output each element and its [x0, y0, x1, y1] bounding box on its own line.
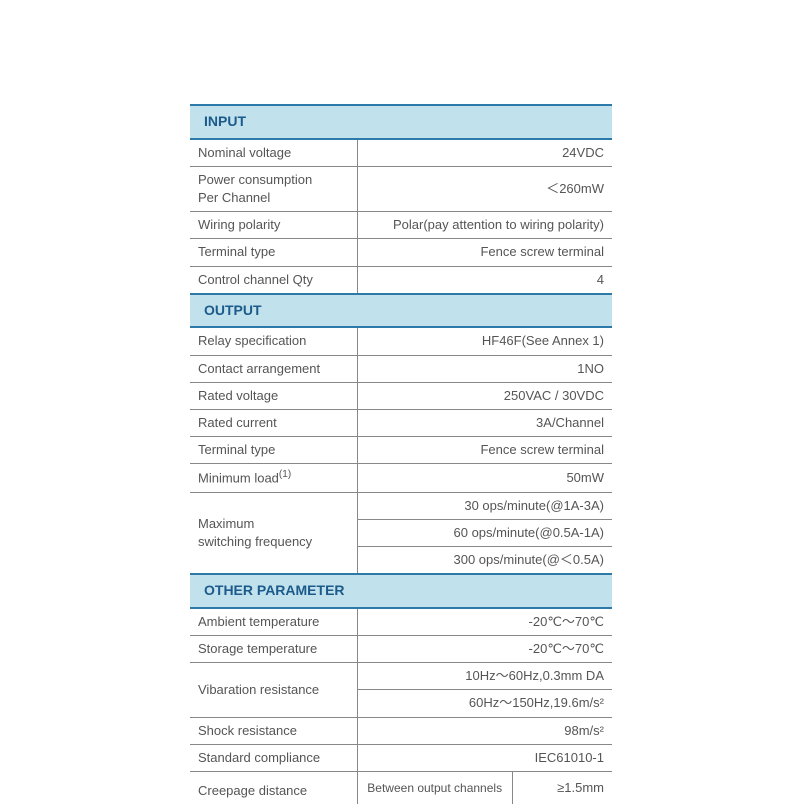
row-value: Fence screw terminal — [357, 239, 612, 266]
section-title: OTHER PARAMETER — [190, 574, 612, 608]
row-value: Fence screw terminal — [357, 437, 612, 464]
row-value: -20℃～70℃ — [357, 608, 612, 636]
row-value: 98m/s² — [357, 717, 612, 744]
row-value: ＜260mW — [357, 166, 612, 211]
row-value: IEC61010-1 — [357, 744, 612, 771]
row-value: -20℃～70℃ — [357, 636, 612, 663]
row-value: 4 — [357, 266, 612, 294]
row-value: 50mW — [357, 464, 612, 493]
row-label: Wiring polarity — [190, 212, 357, 239]
row-label: Vibaration resistance — [190, 663, 357, 717]
table-row: Control channel Qty 4 — [190, 266, 612, 294]
section-header-other: OTHER PARAMETER — [190, 574, 612, 608]
row-label: Creepage distance — [190, 772, 357, 804]
row-label: Standard compliance — [190, 744, 357, 771]
row-label: Rated voltage — [190, 382, 357, 409]
row-value: Polar(pay attention to wiring polarity) — [357, 212, 612, 239]
table-row: Relay specification HF46F(See Annex 1) — [190, 327, 612, 355]
section-header-input: INPUT — [190, 105, 612, 139]
table-row: Wiring polarity Polar(pay attention to w… — [190, 212, 612, 239]
table-row: Vibaration resistance 10Hz～60Hz,0.3mm DA — [190, 663, 612, 690]
row-value: HF46F(See Annex 1) — [357, 327, 612, 355]
table-row: Power consumption Per Channel ＜260mW — [190, 166, 612, 211]
section-title: OUTPUT — [190, 294, 612, 328]
row-value: 24VDC — [357, 139, 612, 167]
table-row: Maximum switching frequency 30 ops/minut… — [190, 492, 612, 519]
row-label: Terminal type — [190, 437, 357, 464]
row-label: Rated current — [190, 409, 357, 436]
table-row: Creepage distance Between output channel… — [190, 772, 612, 804]
row-label: Nominal voltage — [190, 139, 357, 167]
table-row: Ambient temperature -20℃～70℃ — [190, 608, 612, 636]
row-label: Relay specification — [190, 327, 357, 355]
row-label: Control channel Qty — [190, 266, 357, 294]
row-label: Shock resistance — [190, 717, 357, 744]
row-value: 60 ops/minute(@0.5A-1A) — [357, 519, 612, 546]
row-value: 3A/Channel — [357, 409, 612, 436]
row-label: Contact arrangement — [190, 355, 357, 382]
row-label: Minimum load(1) — [190, 464, 357, 493]
table-row: Nominal voltage 24VDC — [190, 139, 612, 167]
row-value: 60Hz～150Hz,19.6m/s² — [357, 690, 612, 717]
row-value: 10Hz～60Hz,0.3mm DA — [357, 663, 612, 690]
row-label: Maximum switching frequency — [190, 492, 357, 574]
row-label: Ambient temperature — [190, 608, 357, 636]
spec-table: INPUT Nominal voltage 24VDC Power consum… — [190, 104, 612, 804]
table-row: Contact arrangement 1NO — [190, 355, 612, 382]
table-row: Terminal type Fence screw terminal — [190, 437, 612, 464]
table-row: Terminal type Fence screw terminal — [190, 239, 612, 266]
row-value: 1NO — [357, 355, 612, 382]
row-value: ≥1.5mm — [512, 772, 612, 804]
row-value: 30 ops/minute(@1A-3A) — [357, 492, 612, 519]
spec-table-container: INPUT Nominal voltage 24VDC Power consum… — [190, 104, 612, 804]
row-value: 300 ops/minute(@＜0.5A) — [357, 547, 612, 575]
row-label: Power consumption Per Channel — [190, 166, 357, 211]
section-title: INPUT — [190, 105, 612, 139]
row-label: Storage temperature — [190, 636, 357, 663]
table-row: Minimum load(1) 50mW — [190, 464, 612, 493]
table-row: Storage temperature -20℃～70℃ — [190, 636, 612, 663]
row-value: 250VAC / 30VDC — [357, 382, 612, 409]
table-row: Rated voltage 250VAC / 30VDC — [190, 382, 612, 409]
table-row: Shock resistance 98m/s² — [190, 717, 612, 744]
section-header-output: OUTPUT — [190, 294, 612, 328]
table-row: Rated current 3A/Channel — [190, 409, 612, 436]
row-label: Terminal type — [190, 239, 357, 266]
table-row: Standard compliance IEC61010-1 — [190, 744, 612, 771]
row-sub-label: Between output channels — [357, 772, 512, 804]
